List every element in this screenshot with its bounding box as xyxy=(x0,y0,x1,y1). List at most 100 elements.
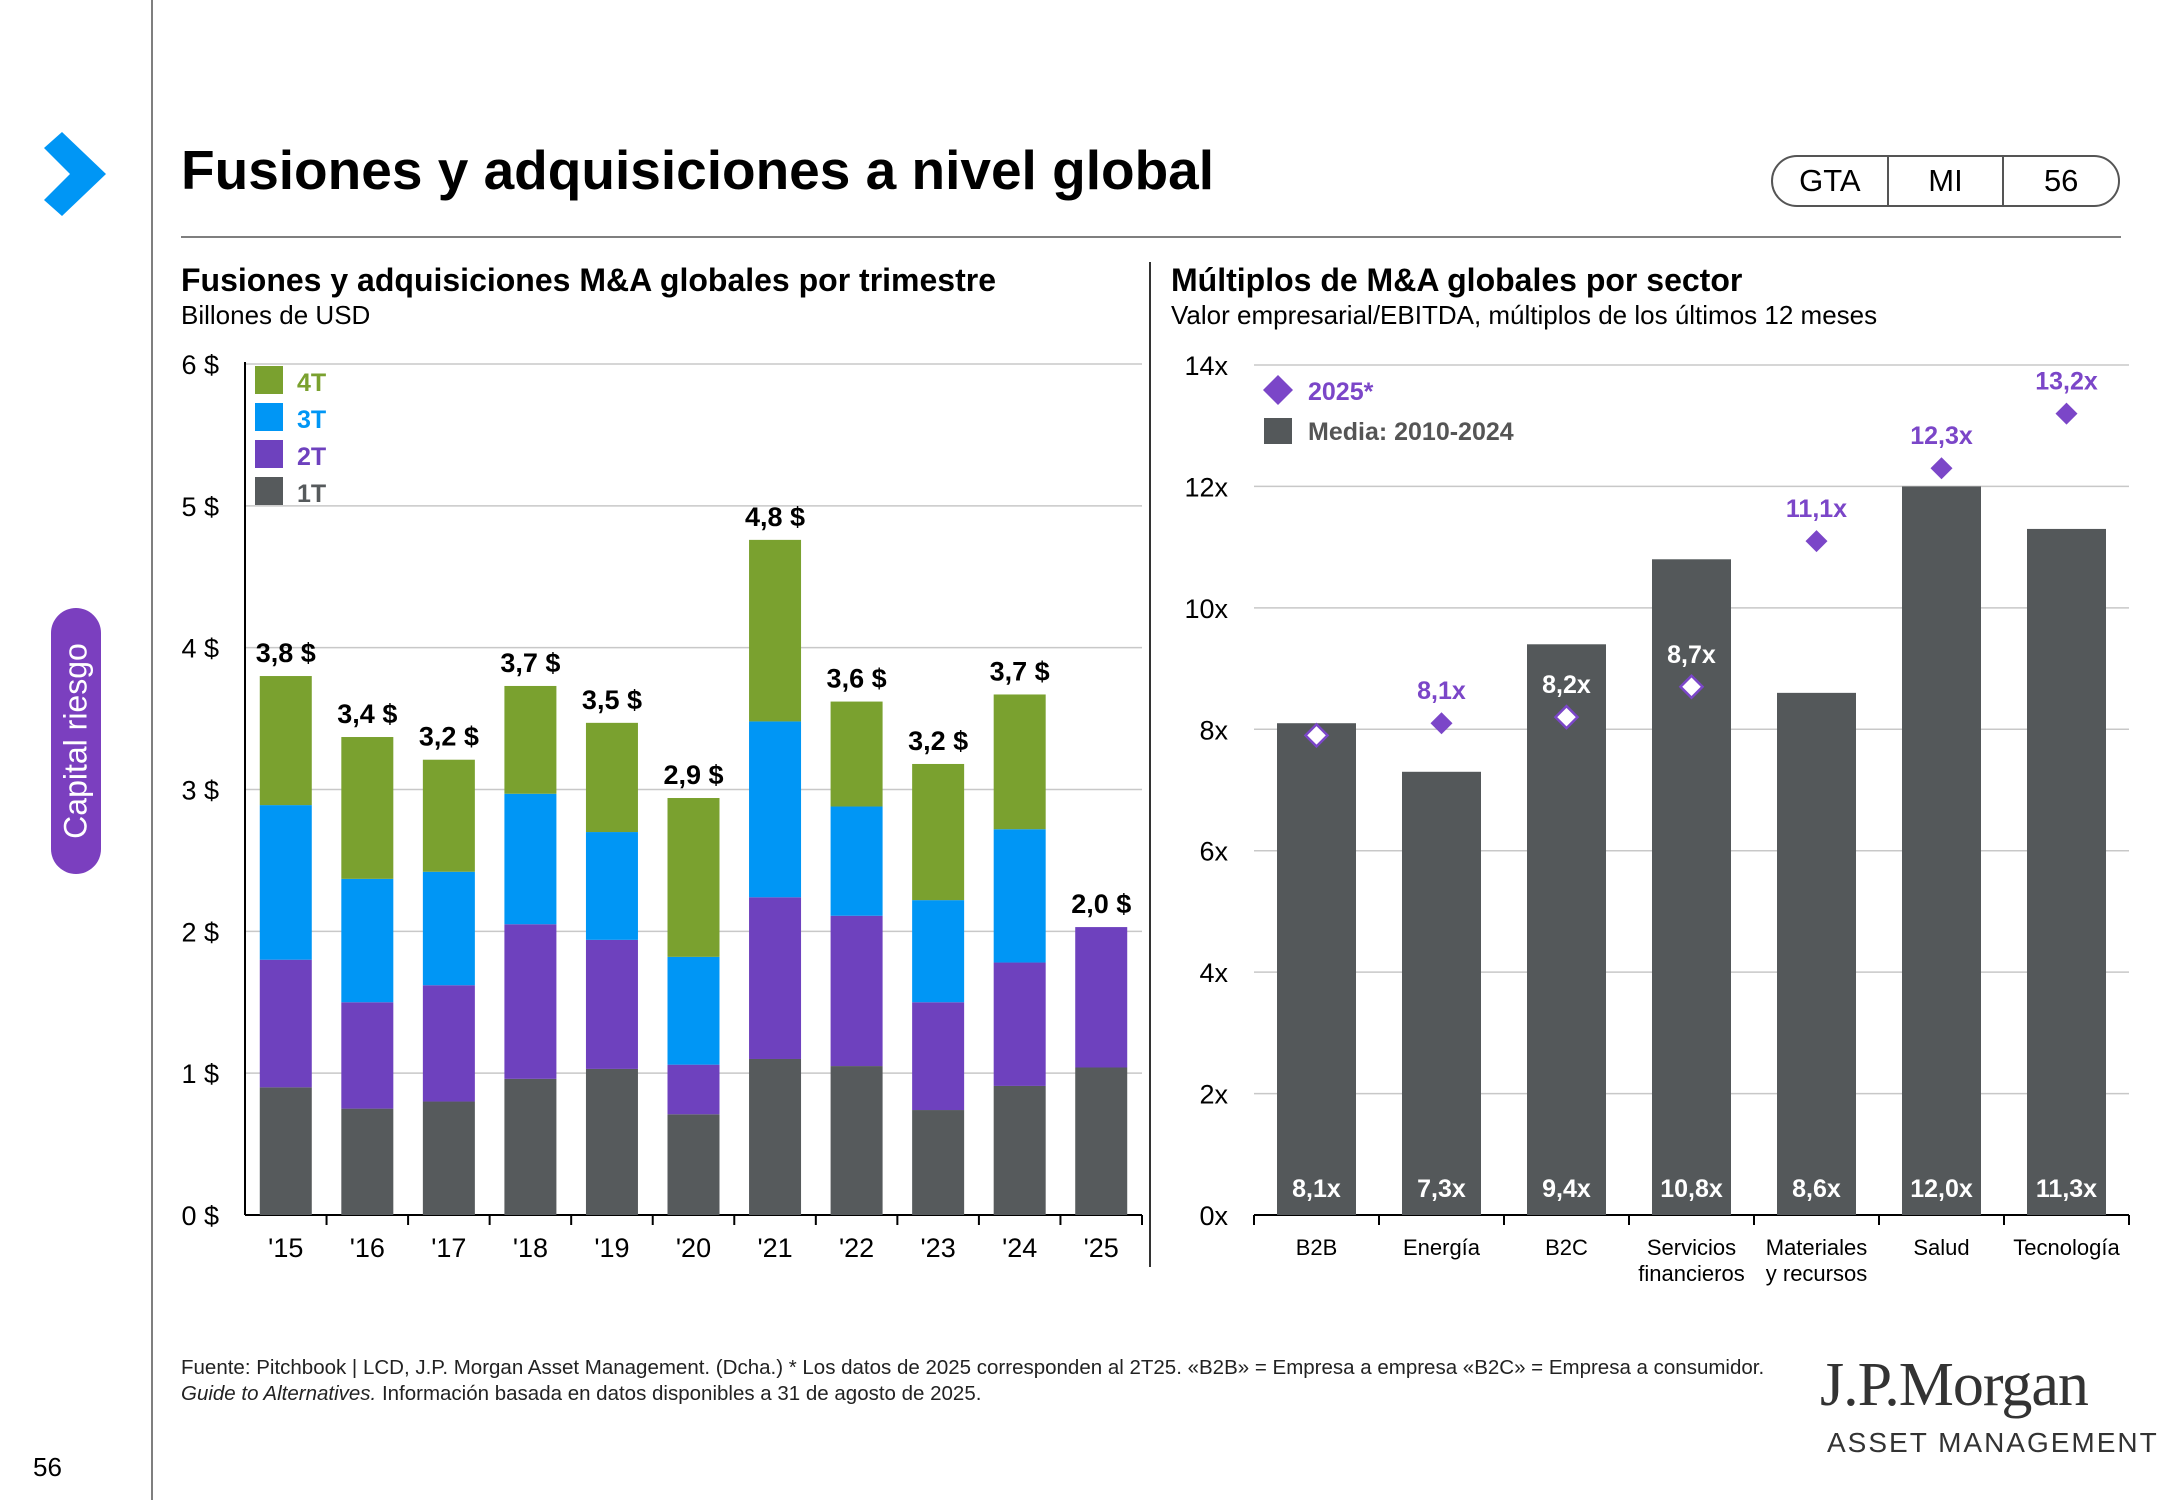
bar-segment-3t xyxy=(912,900,965,1003)
bar-segment-1t xyxy=(1075,1067,1128,1215)
total-label: 3,4 $ xyxy=(337,699,397,729)
total-label: 3,2 $ xyxy=(419,722,479,752)
bar-segment-3t xyxy=(749,721,802,898)
bar-segment-1t xyxy=(993,1085,1046,1215)
y-tick-label: 10x xyxy=(1184,594,1228,624)
right-chart-subtitle: Valor empresarial/EBITDA, múltiplos de l… xyxy=(1171,300,1878,330)
bar-segment-3t xyxy=(422,871,475,986)
chevron-arrow-icon xyxy=(44,132,106,216)
bar-segment-1t xyxy=(259,1087,312,1215)
y-tick-label: 6 $ xyxy=(181,350,219,380)
sector-bar xyxy=(1277,723,1356,1215)
bar-segment-1t xyxy=(830,1066,883,1215)
bar-segment-4t xyxy=(504,685,557,794)
nav-pill-gta[interactable]: GTA xyxy=(1799,163,1861,198)
bar-segment-3t xyxy=(504,793,557,925)
bar-value-label: 10,8x xyxy=(1660,1175,1723,1203)
sector-bar xyxy=(1902,486,1981,1215)
legend-swatch-4t xyxy=(255,366,283,394)
x-category-label: B2C xyxy=(1545,1235,1588,1260)
total-label: 2,9 $ xyxy=(663,760,723,790)
y-tick-label: 12x xyxy=(1184,472,1228,502)
bar-segment-2t xyxy=(341,1002,394,1109)
x-category-label: Energía xyxy=(1403,1235,1481,1260)
x-category-label: y recursos xyxy=(1766,1261,1867,1286)
bar-segment-3t xyxy=(259,805,312,960)
marker-value-label: 8,2x xyxy=(1542,671,1591,699)
marker-2025 xyxy=(1303,722,1330,749)
legend-label: 3T xyxy=(297,406,326,434)
bar-segment-1t xyxy=(912,1110,965,1215)
total-label: 3,6 $ xyxy=(827,664,887,694)
bar-value-label: 11,3x xyxy=(2036,1175,2097,1203)
x-tick-label: '23 xyxy=(921,1233,956,1263)
legend-label: 2025* xyxy=(1308,378,1374,406)
y-tick-label: 0x xyxy=(1199,1201,1228,1231)
marker-2025 xyxy=(1553,704,1580,730)
bar-segment-2t xyxy=(667,1064,720,1115)
legend-swatch-2t xyxy=(255,440,283,468)
total-label: 3,2 $ xyxy=(908,726,968,756)
bar-segment-1t xyxy=(504,1078,557,1215)
y-tick-label: 14x xyxy=(1184,351,1228,381)
logo-subtitle: ASSET MANAGEMENT xyxy=(1827,1427,2159,1458)
bar-segment-2t xyxy=(749,897,802,1059)
sector-bar xyxy=(1527,644,1606,1215)
y-tick-label: 2 $ xyxy=(181,917,219,947)
total-label: 3,7 $ xyxy=(500,648,560,678)
footnote: Fuente: Pitchbook | LCD, J.P. Morgan Ass… xyxy=(181,1355,1811,1407)
footnote-guide: Guide to Alternatives. xyxy=(181,1382,377,1405)
section-tab[interactable]: Capital riesgo xyxy=(51,608,101,874)
bar-segment-3t xyxy=(585,832,638,940)
bar-segment-4t xyxy=(585,722,638,833)
y-tick-label: 8x xyxy=(1199,715,1228,745)
nav-pill-mi[interactable]: MI xyxy=(1886,157,2003,205)
bar-segment-4t xyxy=(749,539,802,722)
marker-2025 xyxy=(1678,674,1705,700)
bar-segment-2t xyxy=(259,959,312,1088)
x-category-label: B2B xyxy=(1296,1235,1338,1260)
legend-swatch-media xyxy=(1264,418,1292,444)
marker-value-label: 13,2x xyxy=(2035,368,2098,396)
marker-value-label: 12,3x xyxy=(1910,422,1973,450)
x-tick-label: '15 xyxy=(268,1233,303,1263)
bar-segment-4t xyxy=(667,798,720,957)
x-tick-label: '22 xyxy=(839,1233,874,1263)
marker-value-label: 11,1x xyxy=(1786,495,1847,523)
legend-marker-2025 xyxy=(1263,375,1293,405)
chart-divider xyxy=(1149,262,1151,1267)
nav-pill-page[interactable]: 56 xyxy=(2002,157,2118,205)
bar-segment-3t xyxy=(993,829,1046,963)
x-category-label: Servicios xyxy=(1647,1235,1736,1260)
x-category-label: Tecnología xyxy=(2013,1235,2120,1260)
bar-value-label: 12,0x xyxy=(1910,1175,1973,1203)
bar-segment-2t xyxy=(830,915,883,1067)
y-tick-label: 1 $ xyxy=(181,1059,219,1089)
bar-segment-4t xyxy=(912,763,965,901)
y-tick-label: 4x xyxy=(1199,958,1228,988)
y-tick-label: 5 $ xyxy=(181,492,219,522)
bar-value-label: 7,3x xyxy=(1417,1175,1466,1203)
y-tick-label: 3 $ xyxy=(181,776,219,806)
x-tick-label: '19 xyxy=(594,1233,629,1263)
y-tick-label: 0 $ xyxy=(181,1201,219,1231)
nav-pills: GTA MI 56 xyxy=(1771,155,2120,207)
legend-label: 2T xyxy=(297,443,326,471)
left-chart-subtitle: Billones de USD xyxy=(181,300,371,330)
x-tick-label: '16 xyxy=(350,1233,385,1263)
marker-value-label: 7,9x xyxy=(1292,689,1341,717)
jpmorgan-logo: J.P.Morgan xyxy=(1820,1351,2089,1419)
total-label: 2,0 $ xyxy=(1071,889,1131,919)
bar-segment-4t xyxy=(830,701,883,807)
legend-swatch-3t xyxy=(255,403,283,431)
marker-2025 xyxy=(2055,402,2078,425)
total-label: 3,7 $ xyxy=(990,656,1050,686)
bar-segment-1t xyxy=(667,1114,720,1215)
bar-segment-2t xyxy=(912,1002,965,1111)
footnote-date: Información basada en datos disponibles … xyxy=(381,1382,982,1405)
bar-segment-3t xyxy=(830,806,883,916)
bar-segment-4t xyxy=(259,676,312,806)
x-tick-label: '20 xyxy=(676,1233,711,1263)
bar-segment-1t xyxy=(585,1068,638,1215)
